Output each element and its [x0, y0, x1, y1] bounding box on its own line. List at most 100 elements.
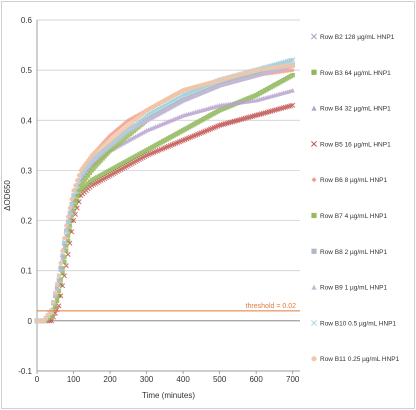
- y-tick-label: 0.4: [21, 116, 33, 125]
- data-point: [65, 233, 71, 238]
- threshold-layer: threshold = 0.02: [37, 303, 300, 312]
- legend-label: Row B2 128 µg/mL HNP1: [320, 34, 395, 41]
- legend-label: Row B7 4 µg/mL HNP1: [320, 213, 387, 220]
- legend-label: Row B11 0.25 µg/mL HNP1: [320, 356, 400, 363]
- x-tick-label: 200: [103, 375, 117, 384]
- data-point: [74, 178, 80, 183]
- data-point: [73, 198, 78, 203]
- legend-marker: [311, 248, 317, 254]
- data-point: [76, 173, 82, 178]
- data-point: [290, 62, 295, 68]
- data-point: [56, 273, 62, 278]
- legend-marker: [311, 212, 317, 219]
- data-point-stroke: [70, 192, 77, 199]
- legend-label: Row B3 64 µg/mL HNP1: [320, 70, 391, 77]
- data-point: [61, 273, 67, 279]
- data-point: [62, 259, 67, 265]
- data-point-stroke: [76, 199, 82, 205]
- x-tick-label: 500: [213, 375, 227, 384]
- data-point: [70, 192, 77, 199]
- data-point: [69, 201, 75, 207]
- data-point-stroke: [61, 273, 67, 279]
- legend-marker: [311, 284, 317, 290]
- data-point: [60, 248, 65, 253]
- legend-label: Row B10 0.5 µg/mL HNP1: [320, 320, 397, 327]
- data-point: [67, 210, 73, 216]
- legend-marker: [311, 69, 317, 75]
- data-point: [87, 170, 93, 176]
- legend-marker: [311, 105, 317, 111]
- data-point: [85, 173, 91, 178]
- data-point: [53, 291, 58, 296]
- y-tick-label: 0.5: [21, 66, 33, 75]
- data-point: [113, 128, 118, 134]
- series-layer: [34, 57, 296, 324]
- x-tick-label: 100: [67, 375, 81, 384]
- legend-marker-stroke: [311, 33, 317, 40]
- data-point: [62, 240, 67, 246]
- data-point-stroke: [56, 303, 62, 309]
- data-point: [290, 102, 296, 108]
- data-point: [65, 214, 71, 220]
- x-tick-label: 400: [176, 375, 190, 384]
- data-point: [73, 183, 78, 188]
- legend-marker-stroke: [311, 140, 317, 147]
- y-tick-label: 0: [28, 317, 33, 326]
- data-point: [54, 286, 60, 291]
- data-point: [63, 228, 69, 234]
- data-point: [58, 267, 63, 272]
- data-point: [104, 137, 109, 142]
- data-point: [76, 188, 82, 193]
- y-tick-label: -0.1: [18, 367, 32, 376]
- x-tick-label: 600: [249, 375, 263, 384]
- data-point: [115, 127, 120, 132]
- data-point-stroke: [49, 318, 55, 324]
- data-point: [69, 229, 75, 235]
- data-point-stroke: [61, 239, 67, 245]
- data-point: [122, 121, 127, 126]
- data-point: [71, 188, 76, 193]
- data-point: [53, 303, 58, 309]
- data-point: [106, 135, 111, 140]
- data-point: [67, 215, 73, 221]
- legend-marker: [311, 177, 317, 183]
- data-point: [60, 283, 66, 289]
- legend-marker: [311, 319, 317, 326]
- data-point: [84, 175, 89, 181]
- data-point: [65, 219, 71, 225]
- data-point: [290, 57, 296, 63]
- data-point: [118, 124, 124, 129]
- series-4: [34, 102, 296, 324]
- data-point-stroke: [290, 102, 296, 108]
- legend-label: Row B4 32 µg/mL HNP1: [320, 106, 391, 113]
- legend-label: Row B9 1 µg/mL HNP1: [320, 285, 387, 292]
- legend-entry: Row B10 0.5 µg/mL HNP1: [311, 319, 397, 327]
- legend-entry: Row B11 0.25 µg/mL HNP1: [311, 356, 400, 363]
- data-point: [64, 243, 69, 248]
- y-tick-label: 0.3: [21, 166, 33, 175]
- data-point-stroke: [69, 201, 75, 207]
- y-tick-label: 0.2: [21, 217, 33, 226]
- legend-entry: Row B8 2 µg/mL HNP1: [311, 248, 387, 256]
- legend-label: Row B8 2 µg/mL HNP1: [320, 249, 387, 256]
- data-point-stroke: [74, 205, 80, 211]
- data-point-stroke: [70, 218, 77, 224]
- threshold-label: threshold = 0.02: [246, 303, 297, 310]
- data-point: [290, 67, 295, 73]
- data-point: [53, 293, 58, 298]
- data-point: [62, 235, 67, 241]
- legend-entry: Row B9 1 µg/mL HNP1: [311, 284, 387, 292]
- data-point: [60, 255, 65, 261]
- data-point: [67, 205, 73, 211]
- data-point: [58, 260, 63, 266]
- legend-entry: Row B6 8 µg/mL HNP1: [311, 177, 387, 184]
- x-axis-label: Time (minutes): [142, 391, 195, 400]
- data-point-stroke: [63, 228, 69, 234]
- y-tick-label: 0.6: [21, 16, 33, 25]
- x-tick-label: 700: [286, 375, 300, 384]
- data-point: [67, 223, 73, 228]
- data-point: [62, 244, 67, 250]
- data-point: [64, 223, 69, 228]
- data-point: [70, 218, 77, 224]
- data-point: [74, 193, 80, 198]
